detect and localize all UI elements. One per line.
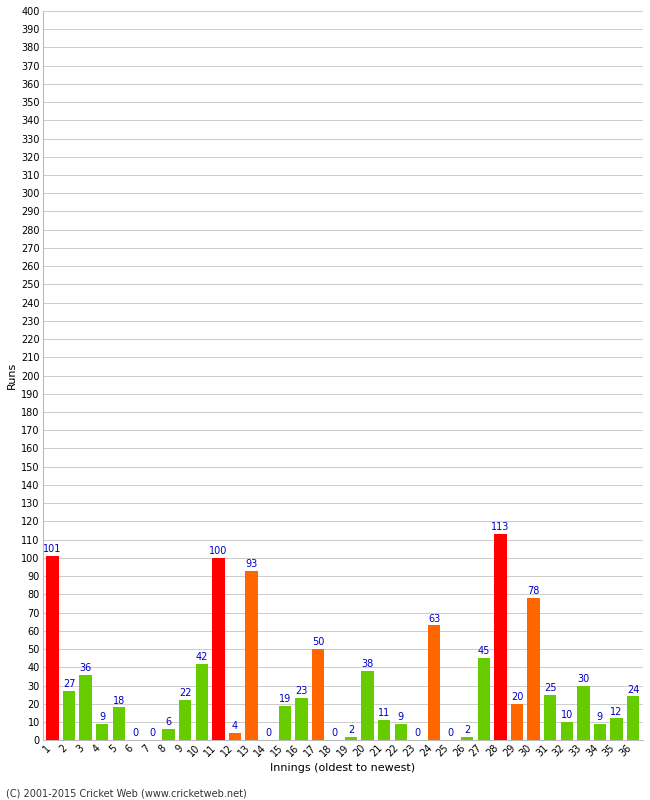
Bar bbox=[162, 730, 175, 740]
Text: (C) 2001-2015 Cricket Web (www.cricketweb.net): (C) 2001-2015 Cricket Web (www.cricketwe… bbox=[6, 789, 247, 798]
Bar bbox=[461, 737, 473, 740]
X-axis label: Innings (oldest to newest): Innings (oldest to newest) bbox=[270, 763, 415, 773]
Y-axis label: Runs: Runs bbox=[7, 362, 17, 389]
Bar bbox=[229, 733, 241, 740]
Text: 36: 36 bbox=[79, 662, 92, 673]
Bar bbox=[345, 737, 358, 740]
Bar bbox=[63, 691, 75, 740]
Bar bbox=[494, 534, 506, 740]
Bar bbox=[511, 704, 523, 740]
Bar bbox=[577, 686, 590, 740]
Text: 30: 30 bbox=[577, 674, 590, 684]
Text: 25: 25 bbox=[544, 682, 556, 693]
Bar bbox=[478, 658, 490, 740]
Bar bbox=[112, 707, 125, 740]
Text: 0: 0 bbox=[149, 728, 155, 738]
Text: 9: 9 bbox=[597, 712, 603, 722]
Text: 42: 42 bbox=[196, 652, 208, 662]
Text: 6: 6 bbox=[166, 718, 172, 727]
Text: 23: 23 bbox=[295, 686, 307, 697]
Bar bbox=[527, 598, 540, 740]
Text: 22: 22 bbox=[179, 688, 192, 698]
Text: 50: 50 bbox=[312, 638, 324, 647]
Text: 101: 101 bbox=[44, 544, 62, 554]
Bar bbox=[428, 626, 440, 740]
Text: 18: 18 bbox=[112, 695, 125, 706]
Bar bbox=[312, 649, 324, 740]
Text: 113: 113 bbox=[491, 522, 510, 532]
Bar bbox=[179, 700, 191, 740]
Bar bbox=[212, 558, 225, 740]
Text: 9: 9 bbox=[99, 712, 105, 722]
Bar bbox=[295, 698, 307, 740]
Text: 24: 24 bbox=[627, 685, 640, 694]
Text: 2: 2 bbox=[348, 725, 354, 734]
Text: 9: 9 bbox=[398, 712, 404, 722]
Text: 78: 78 bbox=[527, 586, 540, 596]
Text: 19: 19 bbox=[279, 694, 291, 704]
Bar bbox=[46, 556, 58, 740]
Text: 11: 11 bbox=[378, 708, 391, 718]
Bar bbox=[610, 718, 623, 740]
Text: 0: 0 bbox=[133, 728, 138, 738]
Bar bbox=[378, 720, 391, 740]
Text: 93: 93 bbox=[246, 559, 257, 569]
Bar bbox=[593, 724, 606, 740]
Bar bbox=[79, 674, 92, 740]
Bar bbox=[544, 694, 556, 740]
Text: 38: 38 bbox=[361, 659, 374, 669]
Text: 20: 20 bbox=[511, 692, 523, 702]
Bar bbox=[96, 724, 109, 740]
Bar bbox=[395, 724, 407, 740]
Text: 45: 45 bbox=[478, 646, 490, 656]
Text: 2: 2 bbox=[464, 725, 471, 734]
Text: 27: 27 bbox=[63, 679, 75, 689]
Text: 0: 0 bbox=[448, 728, 454, 738]
Text: 100: 100 bbox=[209, 546, 228, 556]
Bar bbox=[278, 706, 291, 740]
Bar bbox=[245, 570, 258, 740]
Text: 0: 0 bbox=[415, 728, 421, 738]
Text: 63: 63 bbox=[428, 614, 440, 623]
Text: 0: 0 bbox=[265, 728, 271, 738]
Bar bbox=[361, 671, 374, 740]
Text: 12: 12 bbox=[610, 706, 623, 717]
Text: 10: 10 bbox=[560, 710, 573, 720]
Text: 0: 0 bbox=[332, 728, 337, 738]
Text: 4: 4 bbox=[232, 721, 238, 731]
Bar bbox=[627, 697, 640, 740]
Bar bbox=[560, 722, 573, 740]
Bar bbox=[196, 664, 208, 740]
